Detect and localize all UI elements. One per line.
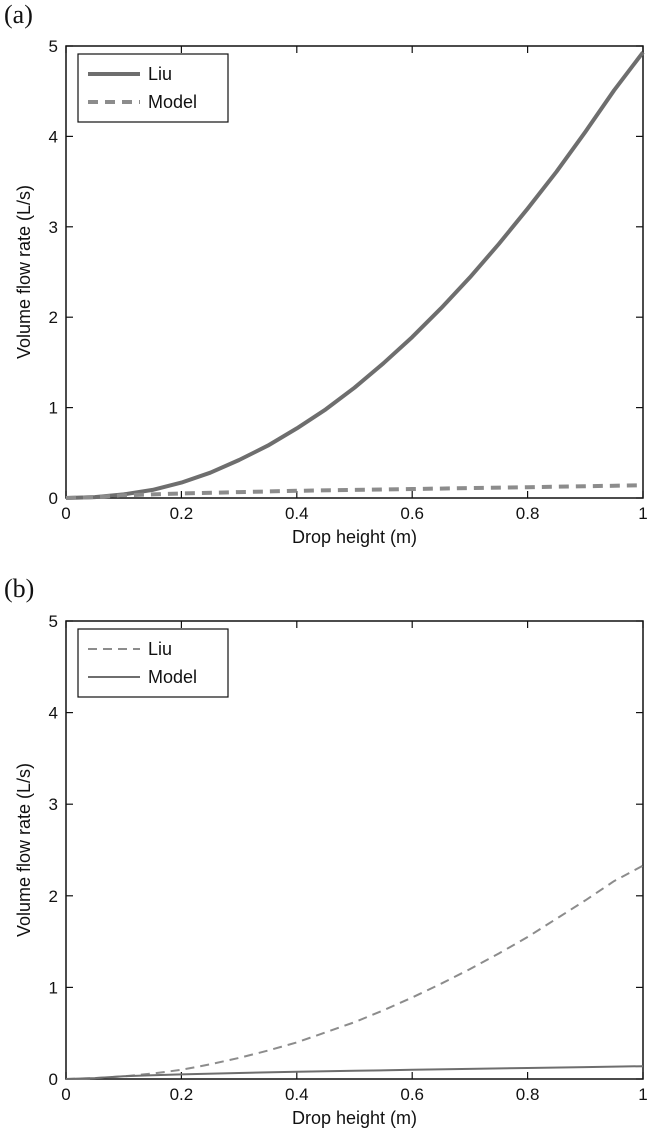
y-tick-label: 2	[49, 887, 58, 906]
legend-label-liu: Liu	[148, 639, 172, 659]
series-line-model	[65, 1065, 644, 1080]
series-line-liu	[65, 864, 644, 1080]
chart-b: 0 0.2 0.4 0.6 0.8 1 0 1 2 3 4 5 Drop height (m) Volum…	[14, 612, 648, 1128]
x-tick-label: 0.8	[516, 504, 540, 523]
legend: Liu Model	[77, 53, 229, 123]
x-tick-label: 0.8	[516, 1085, 540, 1104]
x-tick-label: 0.2	[170, 504, 194, 523]
legend-label-model: Model	[148, 92, 197, 112]
x-axis-title: Drop height (m)	[292, 527, 417, 547]
y-tick-label: 4	[49, 127, 58, 146]
x-tick-label: 0.6	[400, 504, 424, 523]
legend-box	[77, 628, 229, 698]
legend: Liu Model	[77, 628, 229, 698]
panel-a-label: (a)	[4, 0, 33, 29]
x-axis-title: Drop height (m)	[292, 1108, 417, 1128]
y-tick-label: 2	[49, 308, 58, 327]
y-tick-label: 4	[49, 704, 58, 723]
x-tick-label: 1	[638, 504, 647, 523]
plot-frame	[65, 620, 644, 1080]
series-line-liu	[65, 51, 645, 500]
x-tick-label: 0.4	[285, 1085, 309, 1104]
legend-label-model: Model	[148, 667, 197, 687]
y-axis-title: Volume flow rate (L/s)	[14, 185, 34, 359]
y-tick-label: 3	[49, 218, 58, 237]
plot-frame	[65, 45, 644, 499]
chart-a: 0 0.2 0.4 0.6 0.8 1 0 1 2 3 4 5 Drop height (m) Volum…	[14, 37, 648, 547]
series-line-model	[65, 483, 644, 500]
panel-b-label: (b)	[4, 574, 35, 603]
y-tick-label: 5	[49, 612, 58, 631]
x-tick-label: 0.4	[285, 504, 309, 523]
y-tick-label: 1	[49, 978, 58, 997]
x-tick-label: 0	[61, 1085, 70, 1104]
y-tick-label: 3	[49, 795, 58, 814]
y-tick-label: 0	[49, 489, 58, 508]
x-tick-label: 1	[638, 1085, 647, 1104]
legend-box	[77, 53, 229, 123]
y-tick-label: 0	[49, 1070, 58, 1089]
y-tick-label: 5	[49, 37, 58, 56]
y-tick-label: 1	[49, 399, 58, 418]
x-tick-label: 0.2	[170, 1085, 194, 1104]
legend-label-liu: Liu	[148, 64, 172, 84]
x-tick-label: 0.6	[400, 1085, 424, 1104]
y-axis-title: Volume flow rate (L/s)	[14, 763, 34, 937]
x-tick-label: 0	[61, 504, 70, 523]
